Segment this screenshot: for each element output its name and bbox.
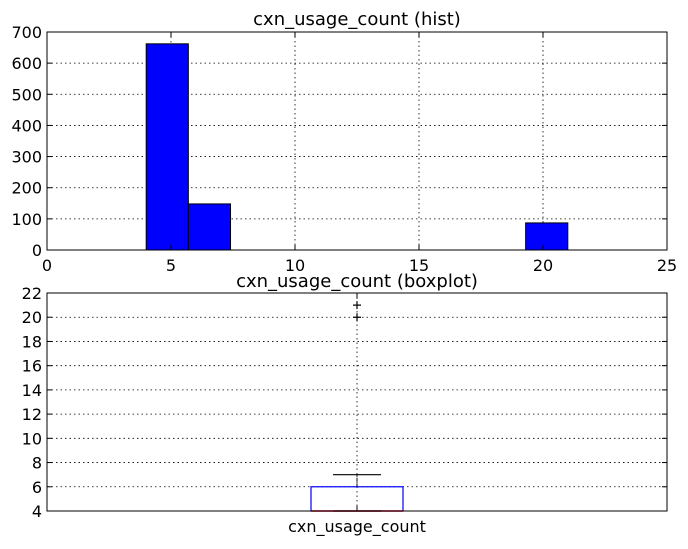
histogram-y-tick-label: 0 bbox=[32, 241, 42, 260]
histogram-y-tick-label: 300 bbox=[11, 148, 42, 167]
boxplot-y-tick-label: 22 bbox=[22, 284, 42, 303]
histogram-bar bbox=[187, 203, 232, 251]
histogram-x-tick-label: 20 bbox=[533, 256, 553, 275]
boxplot-y-tick-label: 12 bbox=[22, 405, 42, 424]
boxplot-title: cxn_usage_count (boxplot) bbox=[236, 271, 478, 292]
histogram-bar bbox=[145, 43, 189, 251]
histogram-y-ticks: 0 100 200 300 400 500 600 700 bbox=[11, 23, 667, 260]
boxplot-flier bbox=[353, 313, 361, 322]
boxplot-frame bbox=[46, 292, 668, 512]
histogram-bars bbox=[145, 43, 569, 251]
histogram-frame bbox=[46, 31, 668, 251]
histogram-x-ticks: 0 5 10 15 20 25 bbox=[42, 32, 677, 275]
histogram-x-tick-label: 5 bbox=[166, 256, 176, 275]
histogram-grid bbox=[46, 31, 668, 251]
histogram-y-tick-label: 100 bbox=[11, 210, 42, 229]
boxplot-y-tick-label: 8 bbox=[32, 454, 42, 473]
boxplot-y-tick-label: 10 bbox=[22, 429, 42, 448]
histogram-y-tick-label: 700 bbox=[11, 23, 42, 42]
histogram-y-tick-label: 400 bbox=[11, 116, 42, 135]
histogram-bar bbox=[525, 222, 569, 251]
histogram-y-tick-label: 600 bbox=[11, 54, 42, 73]
histogram-panel: cxn_usage_count (hist) 0 5 10 15 20 25 0 100 20… bbox=[11, 9, 677, 275]
histogram-y-tick-label: 500 bbox=[11, 85, 42, 104]
histogram-x-tick-label: 0 bbox=[42, 256, 52, 275]
boxplot-y-tick-label: 14 bbox=[22, 381, 42, 400]
boxplot-grid bbox=[47, 292, 667, 512]
boxplot-category-label: cxn_usage_count bbox=[288, 517, 426, 537]
histogram-x-tick-label: 25 bbox=[657, 256, 677, 275]
histogram-y-tick-label: 200 bbox=[11, 179, 42, 198]
histogram-title: cxn_usage_count (hist) bbox=[253, 9, 461, 30]
histogram-x-tick-label: 10 bbox=[285, 256, 305, 275]
histogram-x-tick-label: 15 bbox=[409, 256, 429, 275]
boxplot-flier bbox=[353, 301, 361, 310]
boxplot-y-tick-label: 6 bbox=[32, 478, 42, 497]
boxplot-y-tick-label: 4 bbox=[32, 502, 42, 521]
boxplot-y-tick-label: 18 bbox=[22, 332, 42, 351]
boxplot-y-tick-label: 16 bbox=[22, 357, 42, 376]
boxplot-y-ticks: 4 6 8 10 12 14 16 18 20 22 bbox=[22, 284, 667, 521]
boxplot-panel: cxn_usage_count (boxplot) 4 6 8 10 12 14 16 18 2… bbox=[22, 271, 668, 537]
boxplot-y-tick-label: 20 bbox=[22, 308, 42, 327]
